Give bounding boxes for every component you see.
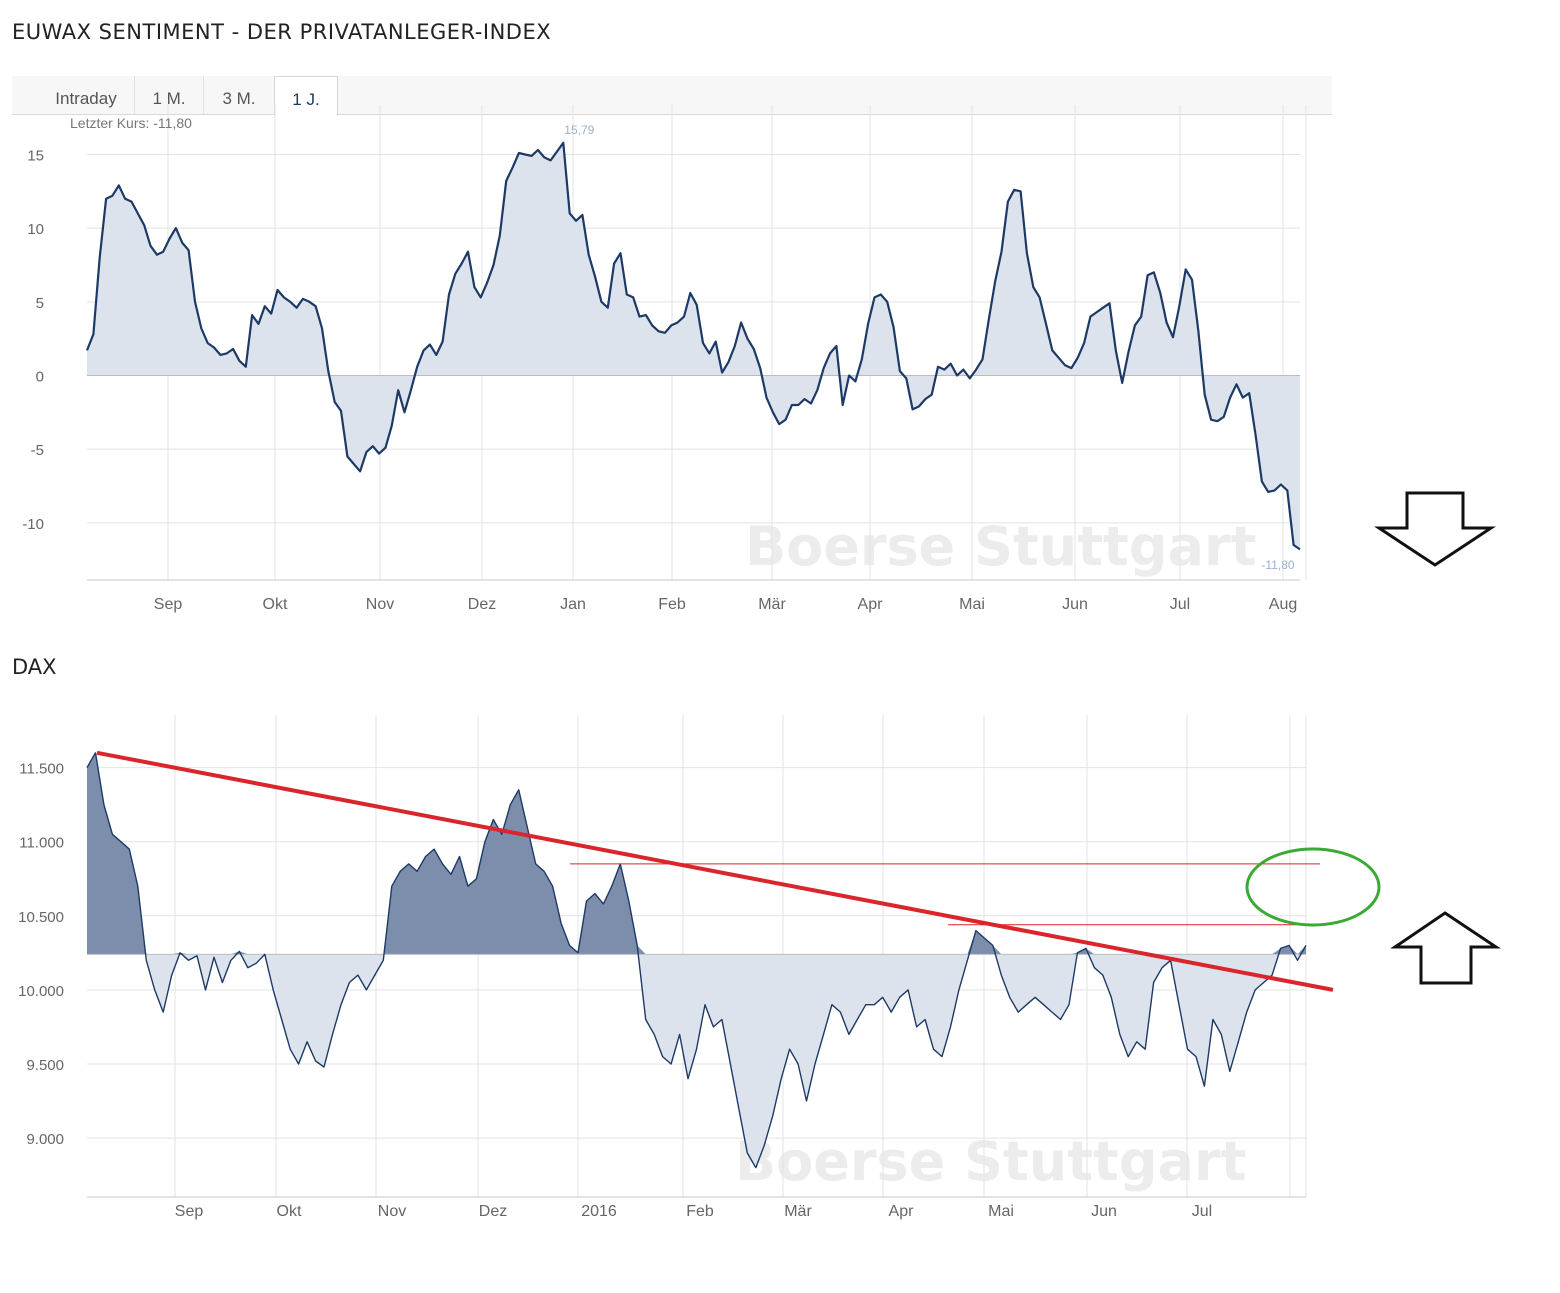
chart-title-dax: DAX <box>12 655 57 679</box>
x-tick-label: Jan <box>560 596 586 613</box>
watermark: Boerse Stuttgart <box>735 1130 1246 1193</box>
y-tick-label: 15 <box>27 147 44 164</box>
trend-line <box>96 750 1334 992</box>
x-tick-label: Feb <box>658 596 686 613</box>
last-value-label: -11,80 <box>1261 558 1294 572</box>
y-tick-label: 10 <box>27 221 44 238</box>
x-tick-label: Dez <box>468 596 496 613</box>
x-tick-label: Mai <box>959 596 985 613</box>
area-fill <box>87 142 1300 550</box>
x-tick-label: Okt <box>277 1203 302 1220</box>
period-tabs: Intraday 1 M. 3 M. 1 J. <box>12 76 1332 116</box>
y-tick-label: 11.000 <box>19 835 64 852</box>
y-tick-label: 10.000 <box>18 983 64 1000</box>
x-tick-label: Feb <box>686 1203 714 1220</box>
x-tick-label: Nov <box>378 1203 406 1220</box>
series-line <box>85 141 1301 551</box>
down-arrow-icon <box>1374 491 1496 567</box>
y-tick-label: -10 <box>22 516 44 533</box>
max-value-label: 15,79 <box>564 123 594 137</box>
series-line <box>86 752 1307 1169</box>
y-tick-label: 10.500 <box>18 909 64 926</box>
last-price-label: Letzter Kurs: -11,80 <box>70 115 192 131</box>
y-tick-label: 0 <box>36 368 44 385</box>
up-arrow-icon <box>1390 911 1501 985</box>
x-tick-label: Sep <box>175 1203 204 1220</box>
x-tick-label: Apr <box>889 1203 915 1220</box>
x-tick-label: 2016 <box>581 1203 617 1220</box>
x-tick-label: Sep <box>154 596 183 613</box>
euwax-sentiment-chart: Boerse Stuttgart 15 10 5 0 -5 -10 Sep Okt Nov Dez J… <box>22 105 1307 613</box>
x-tick-label: Apr <box>858 596 884 613</box>
area-fill <box>87 752 1306 1168</box>
watermark: Boerse Stuttgart <box>745 515 1256 578</box>
x-tick-label: Nov <box>366 596 394 613</box>
x-tick-label: Mai <box>988 1203 1014 1220</box>
x-tick-label: Aug <box>1269 596 1297 613</box>
x-tick-label: Mär <box>784 1203 812 1220</box>
area-fill-above <box>87 752 1306 955</box>
y-tick-label: -5 <box>31 442 44 459</box>
y-tick-label: 11.500 <box>19 761 64 778</box>
x-tick-label: Jun <box>1062 596 1088 613</box>
y-tick-label: 9.500 <box>26 1057 64 1074</box>
x-tick-label: Dez <box>479 1203 507 1220</box>
x-tick-label: Jul <box>1170 596 1190 613</box>
tab-intraday[interactable]: Intraday <box>38 76 135 114</box>
highlight-ellipse <box>1245 847 1381 927</box>
tab-1-year[interactable]: 1 J. <box>274 76 338 116</box>
x-tick-label: Jul <box>1192 1203 1212 1220</box>
y-tick-label: 5 <box>36 295 44 312</box>
chart-title-euwax: EUWAX SENTIMENT - DER PRIVATANLEGER-INDE… <box>12 20 552 44</box>
x-tick-label: Mär <box>758 596 786 613</box>
x-tick-label: Okt <box>263 596 288 613</box>
x-tick-label: Jun <box>1091 1203 1117 1220</box>
tab-1-month[interactable]: 1 M. <box>135 76 204 114</box>
y-tick-label: 9.000 <box>26 1131 64 1148</box>
